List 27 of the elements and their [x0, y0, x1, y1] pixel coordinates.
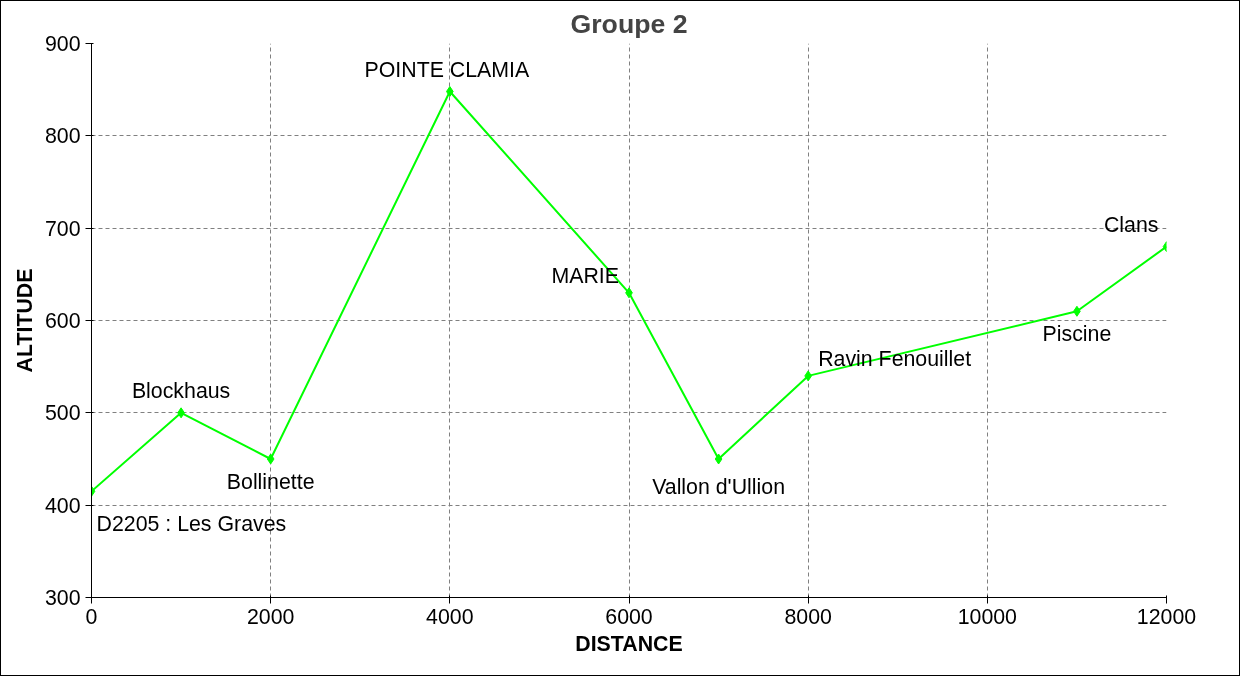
y-tick-label: 900 [44, 32, 81, 56]
x-tick-label: 6000 [605, 604, 653, 629]
annotation: Blockhaus [131, 378, 231, 403]
y-tick-label: 700 [44, 216, 81, 241]
annotation: Piscine [1042, 322, 1112, 347]
x-tick-label: 10000 [957, 604, 1018, 629]
y-tick-label: 600 [44, 309, 81, 333]
y-tick-label: 500 [44, 401, 81, 426]
x-tick-label: 4000 [426, 604, 474, 629]
y-tick-label: 300 [44, 586, 81, 610]
x-tick-label: 0 [85, 604, 98, 629]
annotation: Clans [1103, 212, 1159, 237]
annotation: Ravin Fenouillet [818, 346, 972, 371]
y-tick-label: 800 [44, 124, 81, 149]
annotation: POINTE CLAMIA [364, 57, 531, 82]
x-tick-label: 8000 [784, 604, 833, 629]
x-axis-title: DISTANCE [575, 631, 683, 656]
y-axis-title: ALTITUDE [12, 268, 37, 373]
annotation: Vallon d'Ullion [652, 475, 786, 499]
annotation: Bollinette [226, 470, 315, 494]
point [714, 453, 723, 465]
x-tick-label: 12000 [1136, 604, 1197, 629]
annotation: D2205 : Les Graves [96, 512, 287, 537]
point [266, 453, 275, 465]
y-tick-label: 400 [44, 493, 81, 518]
chart-title: Groupe 2 [570, 8, 688, 39]
x-tick-label: 2000 [246, 604, 295, 629]
